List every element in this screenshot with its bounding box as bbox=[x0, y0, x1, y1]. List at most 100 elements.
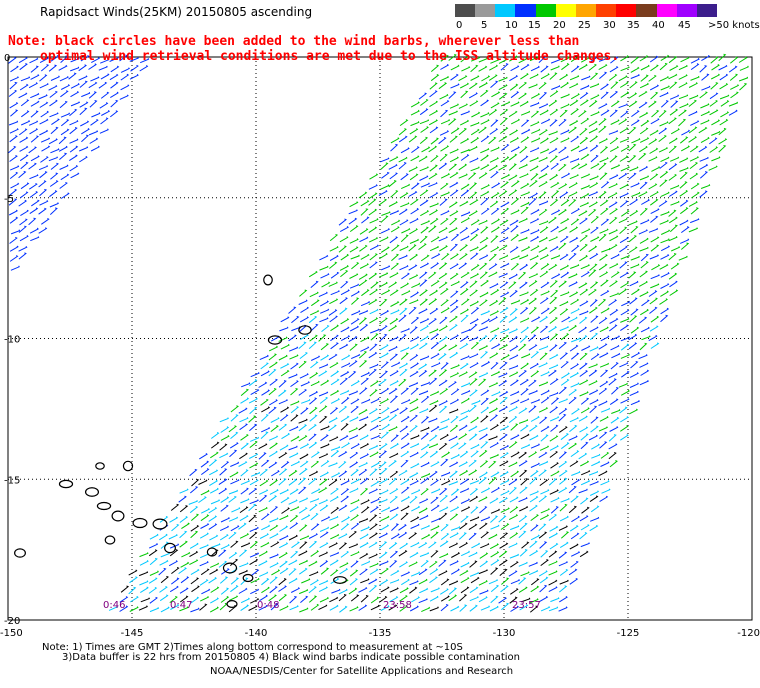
wind-barb bbox=[399, 561, 409, 568]
wind-barb bbox=[399, 368, 408, 377]
wind-barb bbox=[499, 396, 508, 405]
wind-barb bbox=[498, 57, 508, 64]
wind-barb bbox=[659, 171, 669, 179]
wind-barb bbox=[589, 175, 599, 181]
wind-barb bbox=[569, 82, 579, 89]
wind-barb bbox=[310, 380, 320, 387]
wind-barb bbox=[398, 156, 408, 163]
wind-barb bbox=[269, 586, 278, 594]
wind-barb bbox=[629, 315, 638, 323]
wind-barb bbox=[368, 553, 378, 559]
wind-barb bbox=[529, 307, 537, 315]
wind-barb bbox=[230, 585, 239, 593]
wind-barb bbox=[540, 425, 550, 433]
wind-barb bbox=[610, 416, 620, 424]
wind-barb bbox=[548, 216, 557, 224]
wind-barb bbox=[498, 372, 508, 378]
wind-barb bbox=[631, 351, 641, 358]
island-outline bbox=[333, 576, 347, 584]
wind-barb bbox=[400, 346, 410, 352]
wind-barb bbox=[430, 353, 440, 360]
wind-barb bbox=[421, 146, 431, 153]
time-label: 0:46 bbox=[103, 600, 125, 611]
wind-barb bbox=[651, 166, 661, 172]
wind-barb bbox=[19, 218, 28, 226]
wind-barb bbox=[479, 291, 489, 298]
wind-barb bbox=[468, 371, 478, 378]
wind-barb bbox=[490, 584, 500, 593]
wind-barb bbox=[509, 371, 519, 378]
wind-barb bbox=[39, 101, 49, 108]
wind-barb bbox=[50, 148, 60, 154]
wind-barb bbox=[520, 398, 530, 404]
wind-barb bbox=[500, 523, 510, 530]
wind-barb bbox=[619, 245, 628, 253]
wind-barb bbox=[499, 306, 509, 314]
wind-barb bbox=[579, 128, 588, 136]
wind-barb bbox=[548, 364, 559, 370]
wind-barb bbox=[550, 397, 560, 405]
wind-barb bbox=[30, 155, 40, 162]
wind-barb bbox=[338, 542, 348, 550]
wind-barb bbox=[609, 426, 619, 432]
wind-barb bbox=[329, 407, 339, 415]
wind-barb bbox=[520, 63, 530, 71]
wind-barb bbox=[558, 551, 568, 559]
wind-barb bbox=[438, 236, 448, 242]
wind-barb bbox=[359, 228, 369, 235]
wind-barb bbox=[330, 378, 340, 386]
wind-barb bbox=[298, 550, 308, 556]
wind-barb bbox=[628, 172, 637, 180]
wind-barb bbox=[418, 363, 428, 370]
wind-barb bbox=[528, 451, 538, 458]
wind-barb bbox=[90, 118, 99, 126]
wind-barb bbox=[229, 442, 239, 449]
wind-barb bbox=[400, 512, 409, 521]
wind-barb bbox=[469, 560, 478, 568]
wind-barb bbox=[600, 369, 609, 378]
wind-barb bbox=[30, 236, 40, 242]
wind-barb bbox=[480, 112, 490, 118]
wind-barb bbox=[538, 523, 547, 531]
wind-barb bbox=[28, 217, 37, 226]
wind-barb bbox=[298, 341, 307, 349]
wind-barb bbox=[480, 154, 489, 162]
wind-barb bbox=[401, 578, 410, 586]
wind-barb bbox=[480, 99, 490, 107]
wind-barb bbox=[19, 83, 29, 91]
wind-barb bbox=[428, 443, 439, 449]
wind-barb bbox=[319, 579, 329, 586]
wind-barb bbox=[518, 561, 528, 567]
wind-barb bbox=[19, 136, 29, 143]
wind-barb bbox=[479, 522, 488, 530]
wind-barb bbox=[410, 291, 419, 298]
wind-barb bbox=[440, 588, 449, 595]
wind-barb bbox=[411, 489, 421, 495]
wind-barb bbox=[320, 379, 330, 386]
wind-barb bbox=[481, 360, 491, 367]
wind-barb bbox=[380, 184, 390, 190]
wind-barb bbox=[30, 110, 39, 118]
wind-barb bbox=[559, 477, 568, 485]
wind-barb bbox=[329, 362, 339, 369]
wind-barb bbox=[449, 398, 460, 405]
wind-barb bbox=[621, 370, 630, 378]
wind-barb bbox=[389, 317, 399, 325]
wind-barb bbox=[299, 535, 310, 541]
wind-barb bbox=[380, 246, 390, 253]
wind-barb bbox=[629, 198, 639, 206]
wind-barb bbox=[561, 172, 571, 179]
wind-barb bbox=[439, 75, 450, 82]
wind-barb bbox=[640, 369, 650, 376]
wind-barb bbox=[420, 451, 429, 459]
wind-barb bbox=[318, 604, 328, 611]
wind-barb bbox=[60, 112, 71, 118]
wind-barb bbox=[639, 270, 648, 278]
wind-barb bbox=[418, 568, 428, 576]
wind-barb bbox=[620, 317, 630, 323]
wind-barb bbox=[580, 271, 590, 278]
wind-barb bbox=[540, 489, 550, 495]
wind-barb bbox=[570, 218, 580, 226]
wind-barb bbox=[390, 143, 399, 152]
wind-barb bbox=[529, 362, 539, 370]
